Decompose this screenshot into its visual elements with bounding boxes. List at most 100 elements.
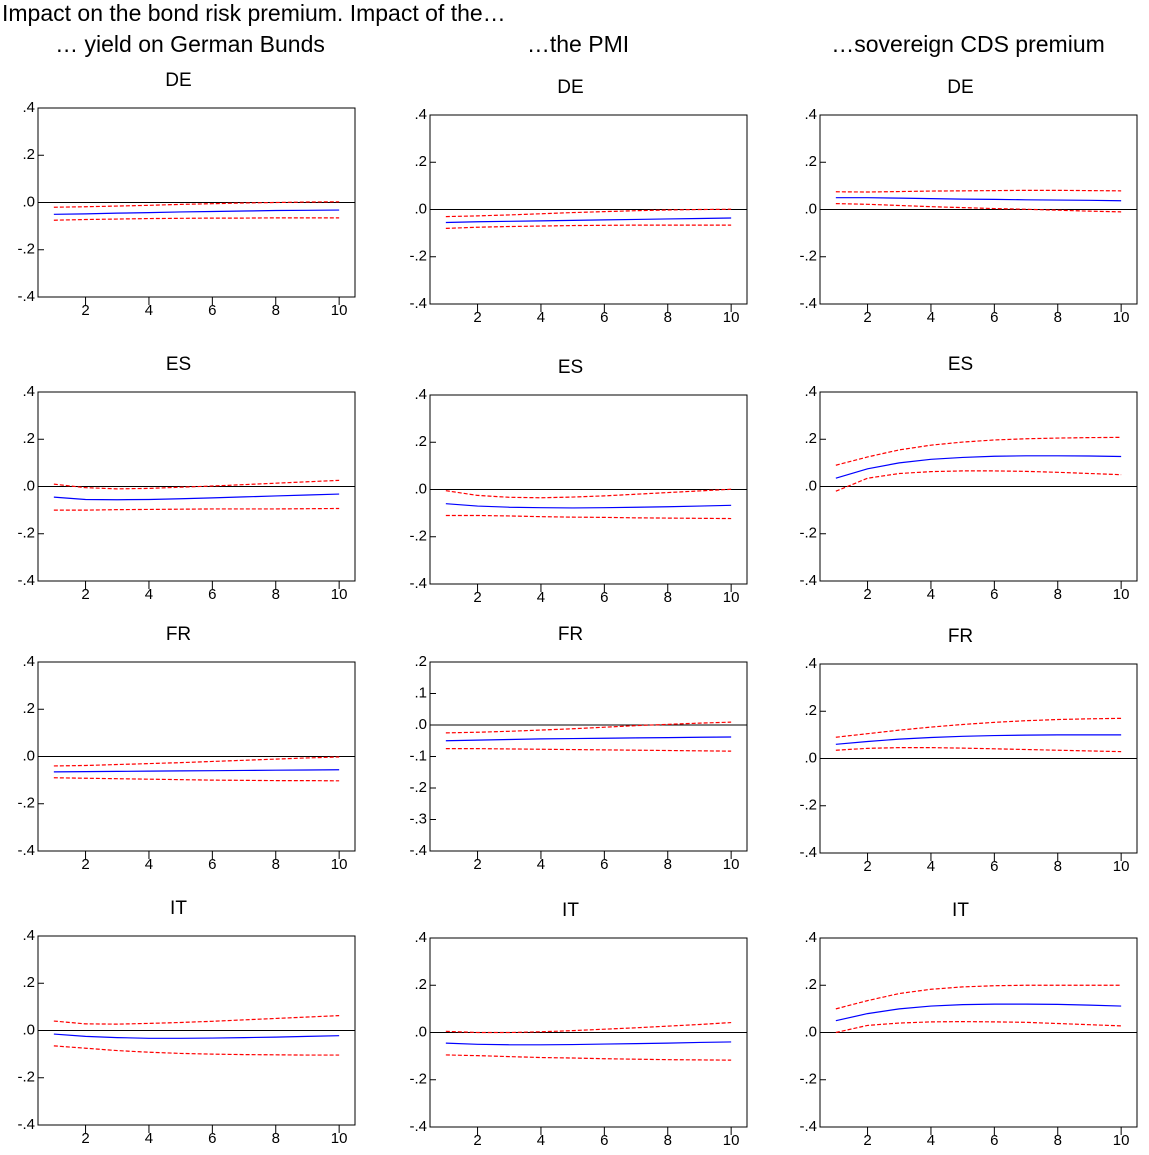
y-tick-label: .2	[22, 430, 35, 447]
column-header: … yield on German Bunds	[55, 31, 325, 57]
x-tick-label: 2	[473, 1132, 481, 1149]
x-tick-label: 2	[473, 856, 481, 873]
y-tick-label: -.2	[409, 528, 427, 545]
response-line	[53, 493, 340, 501]
band-line	[835, 436, 1122, 466]
panel-title: ES	[558, 357, 583, 378]
x-tick-label: 4	[145, 1130, 153, 1147]
y-tick-label: .1	[414, 684, 427, 701]
y-tick-label: -.2	[409, 248, 427, 265]
y-tick-label: -.4	[17, 288, 35, 305]
x-tick-label: 8	[1054, 858, 1062, 875]
y-tick-label: -.2	[409, 1071, 427, 1088]
y-tick-label: .4	[414, 929, 427, 946]
y-tick-label: .2	[804, 153, 817, 170]
x-tick-label: 8	[1054, 309, 1062, 326]
response-line	[445, 217, 732, 224]
y-tick-label: .0	[414, 716, 427, 733]
x-tick-label: 10	[1113, 586, 1130, 603]
y-tick-label: .0	[22, 747, 35, 764]
panel-title: IT	[562, 900, 579, 921]
x-tick-label: 2	[863, 586, 871, 603]
panel: DE .4 .2 .0 -.2 -.4 2 4 6 8 10	[17, 70, 356, 319]
response-line	[835, 455, 1122, 479]
band-line	[445, 1054, 732, 1061]
y-tick-label: -.4	[17, 1116, 35, 1133]
x-tick-label: 10	[331, 302, 348, 319]
panel: ES .4 .2 .0 -.2 -.4 2 4 6 8 10	[409, 357, 748, 606]
x-tick-label: 10	[1113, 1132, 1130, 1149]
y-tick-label: -.1	[409, 747, 427, 764]
band-line	[835, 202, 1122, 213]
y-tick-label: .0	[22, 193, 35, 210]
x-tick-label: 8	[664, 309, 672, 326]
y-tick-label: -.4	[799, 844, 817, 861]
x-tick-label: 6	[208, 1130, 216, 1147]
y-tick-label: .4	[804, 383, 817, 400]
panel-title: IT	[952, 900, 969, 921]
y-tick-label: .2	[804, 976, 817, 993]
y-tick-label: .4	[804, 929, 817, 946]
band-line	[835, 984, 1122, 1010]
x-tick-label: 4	[927, 309, 935, 326]
y-tick-label: -.4	[17, 842, 35, 859]
x-tick-label: 6	[600, 856, 608, 873]
panel: DE .4 .2 .0 -.2 -.4 2 4 6 8 10	[409, 77, 748, 326]
x-tick-label: 2	[863, 309, 871, 326]
column-header: …sovereign CDS premium	[831, 31, 1105, 57]
panel-title: FR	[166, 624, 191, 645]
band-line	[53, 777, 340, 782]
x-tick-label: 10	[1113, 309, 1130, 326]
panel-title: DE	[165, 70, 191, 91]
y-tick-label: .0	[414, 1023, 427, 1040]
y-tick-label: .0	[22, 477, 35, 494]
panel: ES .4 .2 .0 -.2 -.4 2 4 6 8 10	[17, 354, 356, 603]
panel: IT .4 .2 .0 -.2 -.4 2 4 6 8 10	[17, 898, 356, 1147]
y-tick-label: .2	[414, 433, 427, 450]
y-tick-label: .2	[804, 702, 817, 719]
response-line	[53, 209, 340, 215]
band-line	[835, 470, 1122, 492]
x-tick-label: 8	[664, 856, 672, 873]
band-line	[835, 1021, 1122, 1034]
panel-title: IT	[170, 898, 187, 919]
response-line	[445, 736, 732, 742]
band-line	[53, 507, 340, 511]
y-tick-label: -.4	[409, 575, 427, 592]
panel-title: ES	[166, 354, 191, 375]
x-tick-label: 6	[990, 858, 998, 875]
y-tick-label: -.4	[409, 842, 427, 859]
x-tick-label: 2	[473, 309, 481, 326]
y-tick-label: .2	[414, 153, 427, 170]
x-tick-label: 10	[723, 1132, 740, 1149]
x-tick-label: 4	[145, 856, 153, 873]
y-tick-label: .2	[414, 976, 427, 993]
x-tick-label: 8	[1054, 1132, 1062, 1149]
y-tick-label: -.3	[409, 810, 427, 827]
panel: FR .2 .1 .0 -.1 -.2 -.3 -.4 2 4 6 8 10	[409, 624, 748, 873]
band-line	[445, 224, 732, 229]
panel: IT .4 .2 .0 -.2 -.4 2 4 6 8 10	[409, 900, 748, 1149]
panel: DE .4 .2 .0 -.2 -.4 2 4 6 8 10	[799, 77, 1138, 326]
y-tick-label: .0	[804, 749, 817, 766]
y-tick-label: .0	[414, 200, 427, 217]
x-tick-label: 4	[927, 858, 935, 875]
y-tick-label: .2	[22, 700, 35, 717]
x-tick-label: 4	[537, 589, 545, 606]
band-line	[53, 1015, 340, 1025]
y-tick-label: .4	[804, 655, 817, 672]
panel-title: ES	[948, 354, 973, 375]
y-tick-label: -.2	[17, 525, 35, 542]
band-line	[53, 479, 340, 490]
band-line	[835, 189, 1122, 193]
x-tick-label: 2	[863, 858, 871, 875]
y-tick-label: .2	[804, 430, 817, 447]
x-tick-label: 6	[600, 1132, 608, 1149]
y-tick-label: .4	[22, 927, 35, 944]
y-tick-label: -.4	[799, 572, 817, 589]
y-tick-label: .4	[22, 99, 35, 116]
x-tick-label: 4	[537, 309, 545, 326]
y-tick-label: -.2	[409, 779, 427, 796]
y-tick-label: .0	[22, 1021, 35, 1038]
band-line	[445, 514, 732, 520]
